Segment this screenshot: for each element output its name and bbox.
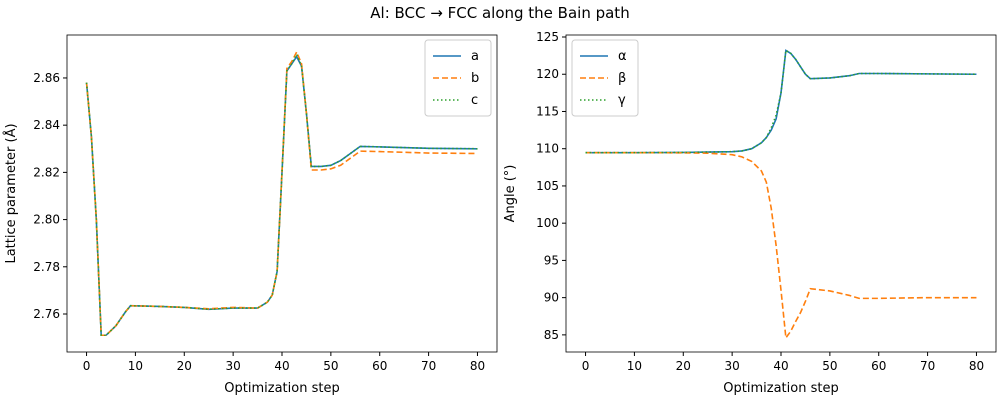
axes-frame (565, 34, 997, 353)
series-line (585, 49, 977, 154)
x-tick-label: 70 (421, 359, 436, 373)
series-line (585, 49, 977, 154)
y-tick-label: 115 (536, 104, 559, 118)
x-tick-label: 60 (372, 359, 387, 373)
y-tick-label: 2.86 (33, 71, 60, 85)
x-tick-label: 0 (83, 359, 91, 373)
legend-box (424, 39, 492, 117)
legend-label: b (471, 71, 479, 86)
series-line (85, 50, 478, 337)
y-tick-label: 100 (536, 216, 559, 230)
x-tick-label: 40 (773, 359, 788, 373)
legend-label: a (471, 49, 479, 64)
x-tick-label: 10 (128, 359, 143, 373)
y-tick-label: 2.82 (33, 165, 60, 179)
x-tick-label: 30 (724, 359, 739, 373)
y-tick-label: 125 (536, 30, 559, 44)
x-tick-label: 60 (871, 359, 886, 373)
series-line (85, 52, 478, 337)
series-line (585, 151, 977, 341)
y-axis-label: Lattice parameter (Å) (3, 123, 19, 263)
x-tick-label: 80 (969, 359, 984, 373)
y-tick-label: 2.80 (33, 213, 60, 227)
x-tick-label: 50 (323, 359, 338, 373)
x-axis-label: Optimization step (723, 381, 838, 396)
y-tick-label: 2.78 (33, 260, 60, 274)
legend-label: c (471, 93, 478, 108)
series-line (85, 55, 478, 337)
y-tick-label: 110 (536, 142, 559, 156)
x-tick-label: 30 (225, 359, 240, 373)
x-axis-label: Optimization step (224, 381, 339, 396)
y-axis-label: Angle (°) (503, 165, 518, 223)
x-tick-label: 20 (177, 359, 192, 373)
axes-frame (66, 34, 498, 353)
x-tick-label: 0 (582, 359, 590, 373)
legend-label: α (618, 49, 627, 64)
x-tick-label: 20 (676, 359, 691, 373)
y-tick-label: 2.84 (33, 118, 60, 132)
x-tick-label: 50 (822, 359, 837, 373)
x-tick-label: 70 (920, 359, 935, 373)
y-tick-label: 120 (536, 67, 559, 81)
y-tick-label: 2.76 (33, 307, 60, 321)
y-tick-label: 105 (536, 179, 559, 193)
x-tick-label: 80 (470, 359, 485, 373)
figure-title: Al: BCC → FCC along the Bain path (370, 4, 629, 22)
legend-label: γ (618, 93, 626, 108)
x-tick-label: 40 (274, 359, 289, 373)
y-tick-label: 90 (544, 291, 559, 305)
legend-box (571, 39, 639, 117)
legend-label: β (618, 71, 626, 86)
x-tick-label: 10 (627, 359, 642, 373)
y-tick-label: 85 (544, 328, 559, 342)
y-tick-label: 95 (544, 253, 559, 267)
